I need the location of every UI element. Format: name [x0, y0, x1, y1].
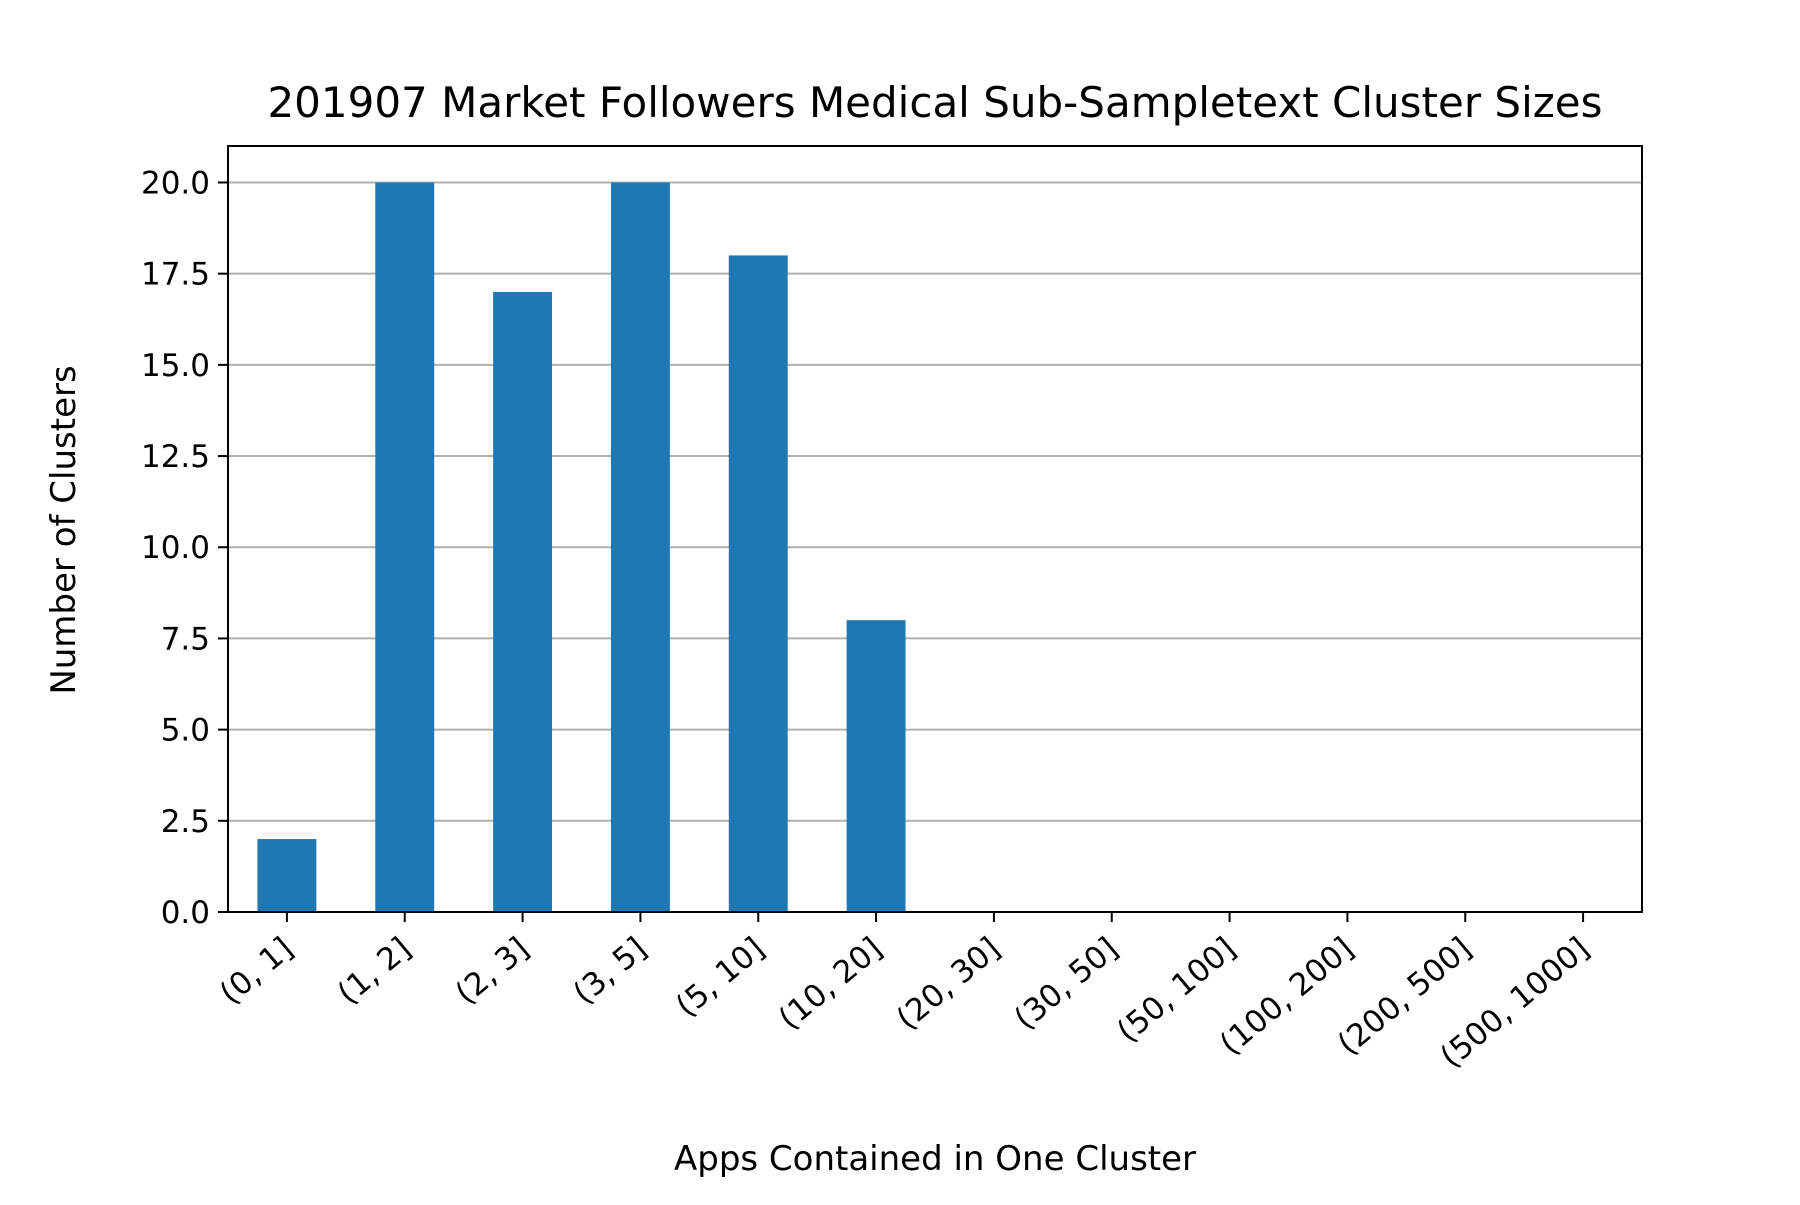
y-tick-label: 7.5: [161, 621, 210, 657]
grid-lines: [228, 181, 1642, 913]
bars: [257, 182, 906, 912]
y-tick-label: 2.5: [161, 804, 210, 840]
x-tick-label: (2, 3]: [449, 931, 536, 1012]
x-tick-label: (5, 10]: [669, 931, 771, 1025]
x-axis-label: Apps Contained in One Cluster: [674, 1139, 1196, 1179]
x-tick-label: (0, 1]: [213, 931, 300, 1012]
y-axis-label: Number of Clusters: [44, 365, 84, 694]
x-tick-label: (10, 20]: [772, 931, 889, 1038]
x-tick-label: (1, 2]: [331, 931, 418, 1012]
chart-title: 201907 Market Followers Medical Sub-Samp…: [267, 78, 1602, 127]
y-tick-label: 20.0: [141, 165, 210, 201]
bar: [493, 291, 553, 912]
bar: [728, 255, 788, 912]
bar: [257, 839, 317, 912]
x-tick-label: (3, 5]: [567, 931, 654, 1012]
y-tick-label: 15.0: [141, 348, 210, 384]
y-tick-label: 12.5: [141, 439, 210, 475]
y-tick-label: 17.5: [141, 257, 210, 293]
x-tick-label: (20, 30]: [890, 931, 1007, 1038]
x-tick-label: (30, 50]: [1008, 931, 1125, 1038]
y-tick-label: 0.0: [161, 895, 210, 931]
y-axis-ticks: 0.0 2.5 5.0 7.5 10.0 12.5 15.0 17.5 20.0: [141, 165, 228, 931]
plot-frame: [227, 145, 1643, 913]
bar: [610, 182, 670, 912]
bar: [375, 182, 435, 912]
y-tick-label: 10.0: [141, 530, 210, 566]
y-tick-label: 5.0: [161, 713, 210, 749]
x-axis-ticks: (0, 1] (1, 2] (2, 3] (3, 5] (5, 10] (10, 20](…: [213, 912, 1596, 1075]
bar: [846, 620, 906, 912]
